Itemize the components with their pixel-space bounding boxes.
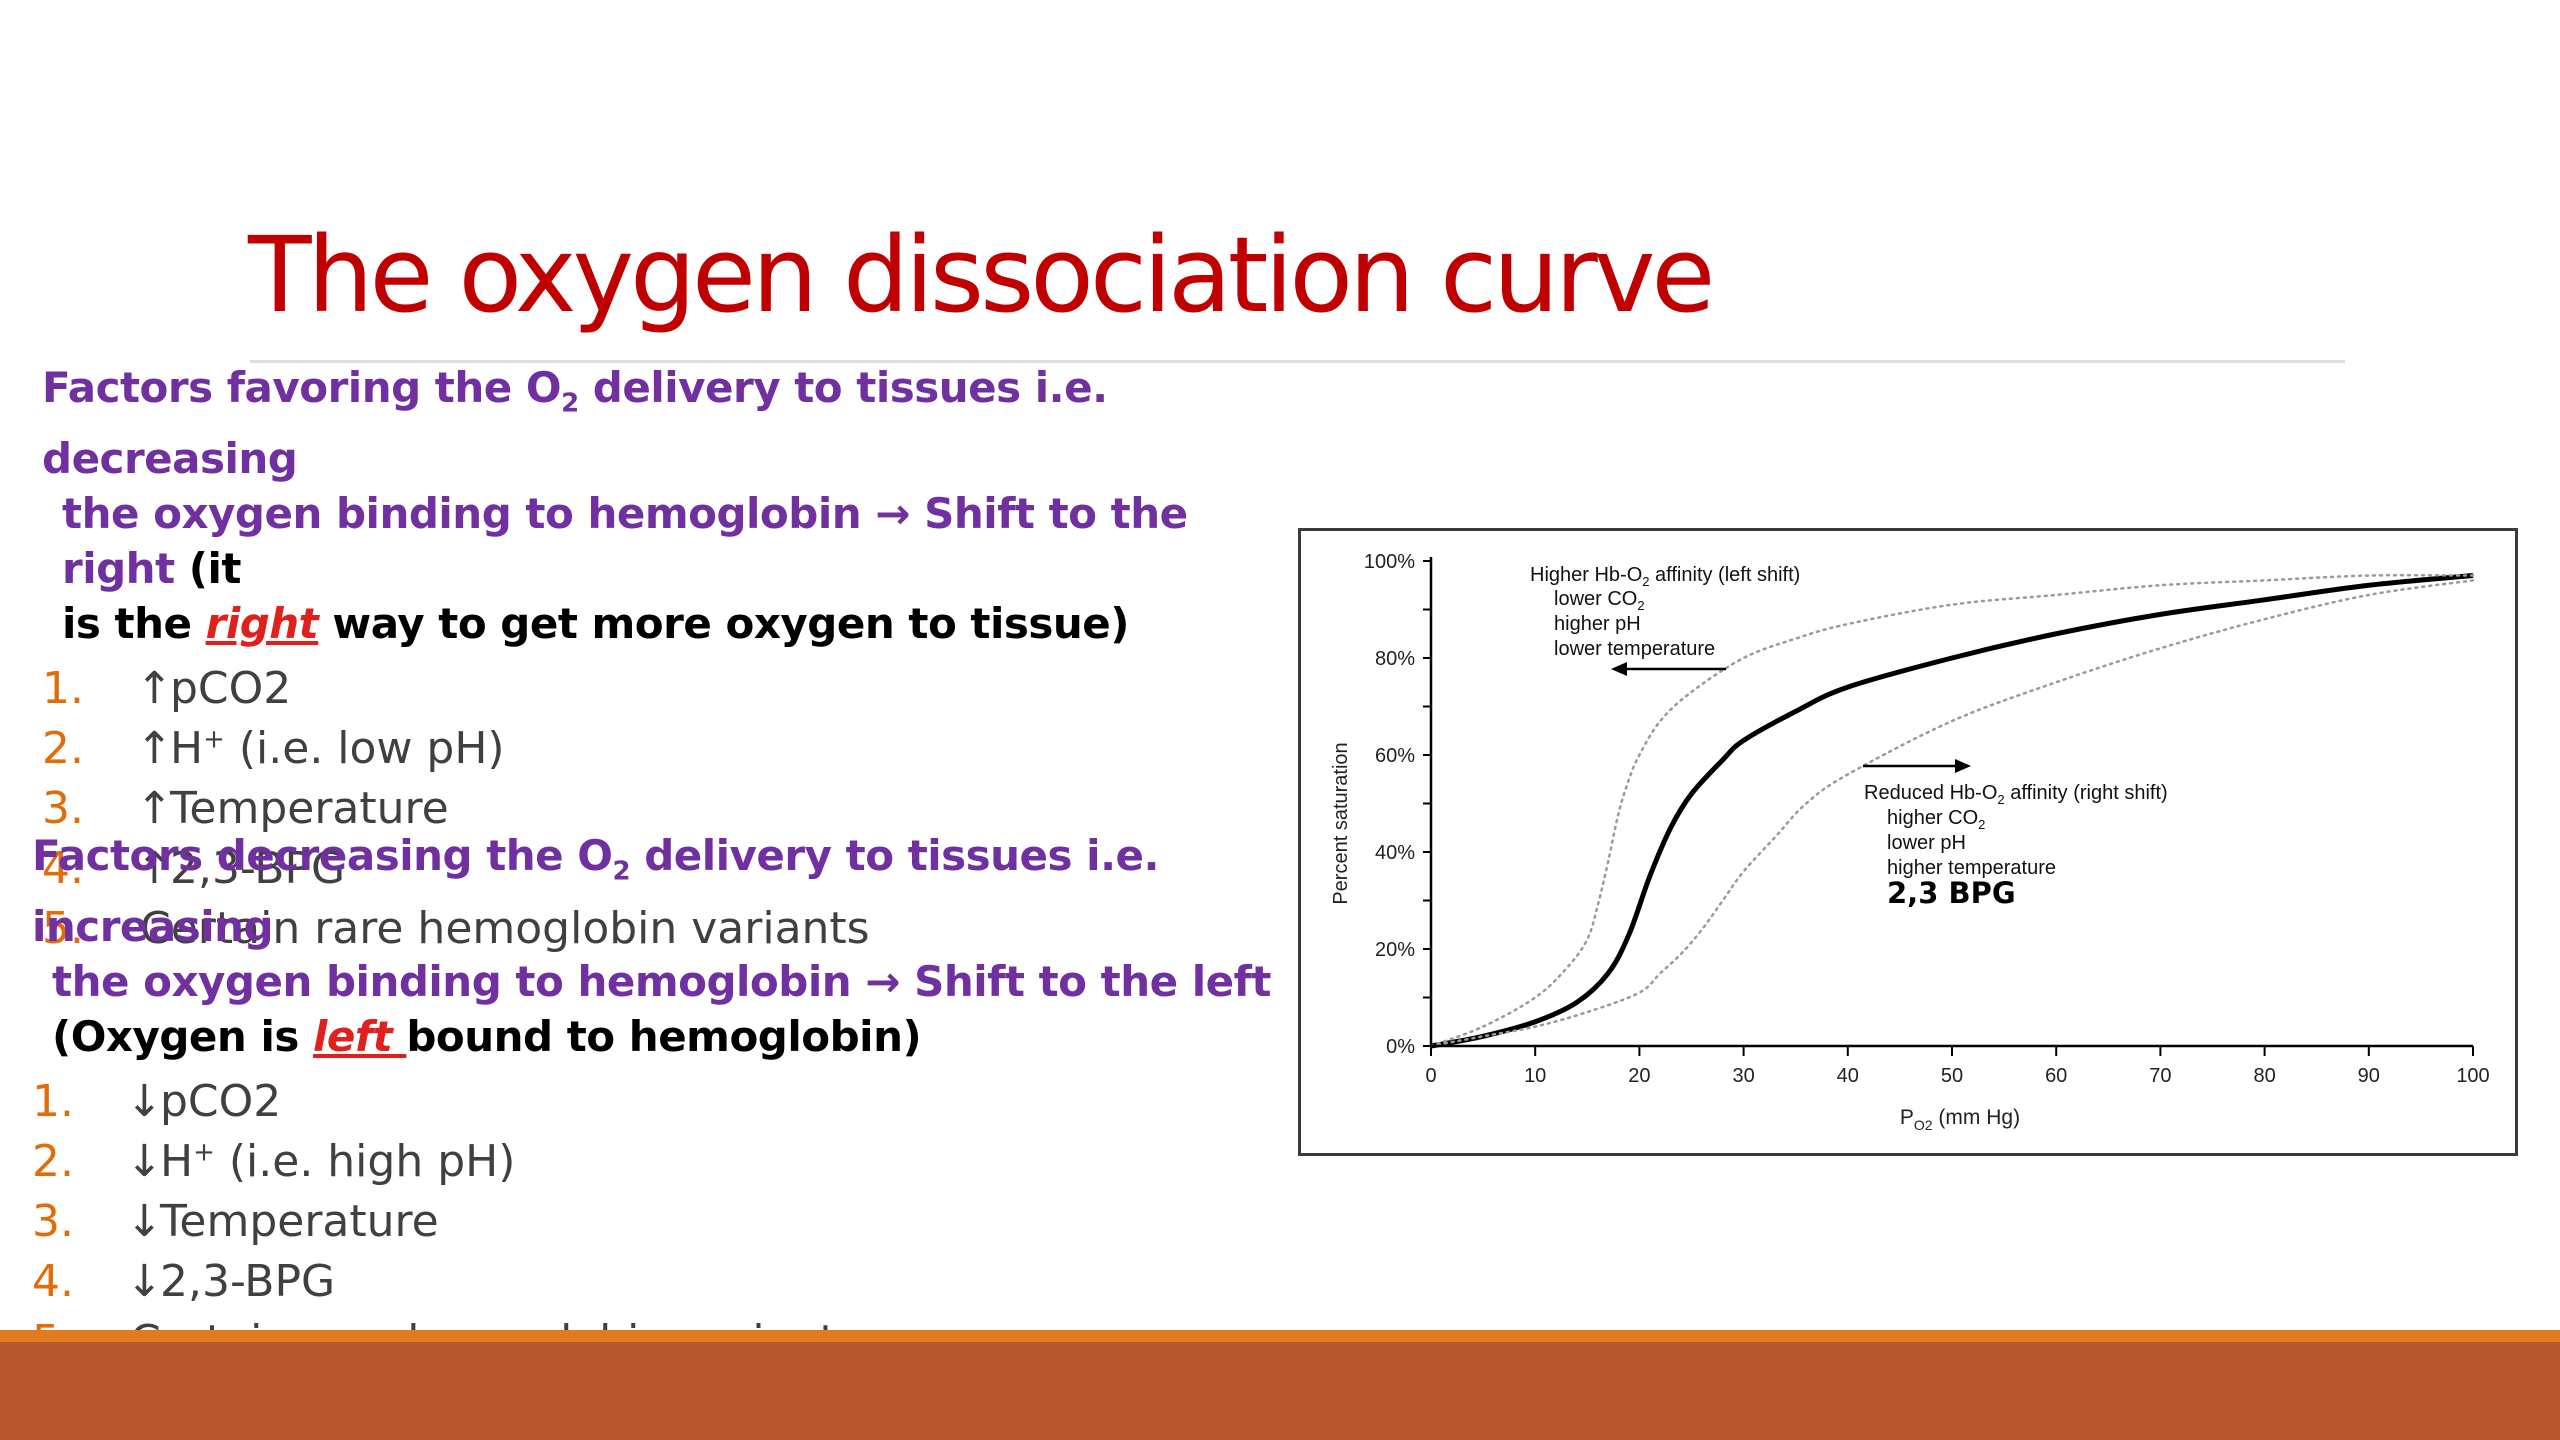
left-shift-item: higher pH xyxy=(1554,613,1641,635)
x-tick-label: 50 xyxy=(1941,1065,1963,1087)
series-right-shift-curve xyxy=(1429,579,2475,1048)
right-shift-item: higher CO2 xyxy=(1887,807,1985,832)
y-tick-label: 20% xyxy=(1375,939,1415,961)
oxygen-dissociation-chart: 0 10 20 30 40 50 60 70 80 90 100 0% 20% 40% 60% 80% 100%… xyxy=(1298,528,2518,1156)
arrow-up-icon: ↑ xyxy=(136,723,173,775)
title-divider xyxy=(250,360,2345,363)
right-shift-list: 1. ↑ pCO2 2. ↑ H+ (i.e. low pH) 3. ↑ Temperature… xyxy=(42,659,1282,959)
list-item: 2. ↑ H+ (i.e. low pH) xyxy=(42,719,1282,779)
emphasis-right: right xyxy=(205,599,319,649)
y-tick-label: 0% xyxy=(1386,1036,1415,1058)
list-item: 4. ↑ 2,3-BPG xyxy=(42,839,1282,899)
emphasis-left: left xyxy=(312,1012,407,1062)
y-axis-label: Percent saturation xyxy=(1330,742,1352,904)
left-shift-heading: Factors decreasing the O2 delivery to ti… xyxy=(32,828,1282,1064)
list-number: 3. xyxy=(32,1196,74,1248)
arrow-up-icon: ↑ xyxy=(136,663,173,715)
list-number: 3. xyxy=(42,783,84,835)
arrow-down-icon: ↓ xyxy=(126,1136,163,1188)
list-item: 1. ↓ pCO2 xyxy=(32,1072,1282,1132)
footer-bar xyxy=(0,1342,2560,1440)
x-tick-label: 90 xyxy=(2358,1065,2380,1087)
arrow-right-icon: → xyxy=(865,957,900,1007)
list-number: 1. xyxy=(32,1076,74,1128)
left-shift-section: Factors decreasing the O2 delivery to ti… xyxy=(32,828,1282,1372)
y-tick-label: 80% xyxy=(1375,648,1415,670)
left-shift-title: Higher Hb-O2 affinity (left shift) xyxy=(1530,564,1800,589)
list-number: 1. xyxy=(42,663,84,715)
arrow-right-icon: → xyxy=(875,489,910,539)
heading-line3: is the right way to get more oxygen to t… xyxy=(62,599,1129,649)
x-tick-label: 80 xyxy=(2253,1065,2275,1087)
series-layer xyxy=(1429,573,2475,1049)
right-shift-heading: Factors favoring the O2 delivery to tiss… xyxy=(42,360,1282,651)
arrow-left-head xyxy=(1611,662,1627,676)
x-tick-label: 100 xyxy=(2456,1065,2489,1087)
list-item: 1. ↑ pCO2 xyxy=(42,659,1282,719)
list-item: 4. ↓ 2,3-BPG xyxy=(32,1252,1282,1312)
left-shift-list: 1. ↓ pCO2 2. ↓ H+ (i.e. high pH) 3. ↓ Temperatur… xyxy=(32,1072,1282,1372)
list-item: 3. ↓ Temperature xyxy=(32,1192,1282,1252)
x-tick-label: 20 xyxy=(1628,1065,1650,1087)
list-number: 5. xyxy=(42,903,84,955)
heading-line1: Factors decreasing the O2 delivery to ti… xyxy=(32,831,1159,952)
list-item: 3. ↑ Temperature xyxy=(42,779,1282,839)
list-text: H+ (i.e. high pH) xyxy=(160,1136,516,1188)
list-text: pCO2 xyxy=(160,1076,282,1128)
list-number: 2. xyxy=(42,723,84,775)
left-shift-item: lower temperature xyxy=(1554,638,1715,660)
y-tick-label: 100% xyxy=(1364,551,1415,573)
series-normal-curve xyxy=(1430,573,2474,1049)
heading-line2: the oxygen binding to hemoglobin → Shift… xyxy=(52,957,1271,1007)
arrow-down-icon: ↓ xyxy=(126,1076,163,1128)
list-text: Temperature xyxy=(160,1196,439,1248)
heading-line2: the oxygen binding to hemoglobin → Shift… xyxy=(62,489,1188,594)
x-tick-label: 30 xyxy=(1732,1065,1754,1087)
list-text: Temperature xyxy=(170,783,449,835)
list-number: 4. xyxy=(32,1256,74,1308)
annotation-layer: Higher Hb-O2 affinity (left shift)lower … xyxy=(1530,564,2168,910)
right-shift-title: Reduced Hb-O2 affinity (right shift) xyxy=(1864,782,2168,807)
y-tick-label: 60% xyxy=(1375,745,1415,767)
x-tick-label: 0 xyxy=(1425,1065,1436,1087)
arrow-up-icon: ↑ xyxy=(136,783,173,835)
axes-layer: 0 10 20 30 40 50 60 70 80 90 100 0% 20% 40% 60% 80% 100%… xyxy=(1330,551,2490,1133)
chart-svg: 0 10 20 30 40 50 60 70 80 90 100 0% 20% 40% 60% 80% 100%… xyxy=(1330,551,2490,1133)
y-tick-label: 40% xyxy=(1375,842,1415,864)
arrow-down-icon: ↓ xyxy=(126,1256,163,1308)
footer-accent-line xyxy=(0,1330,2560,1342)
x-tick-label: 60 xyxy=(2045,1065,2067,1087)
arrow-up-icon: ↑ xyxy=(136,843,173,895)
x-tick-label: 40 xyxy=(1837,1065,1859,1087)
list-text: Certain rare hemoglobin variants xyxy=(140,903,870,955)
bpg-label: 2,3 BPG xyxy=(1887,876,2016,910)
slide-title: The oxygen dissociation curve xyxy=(248,214,1715,336)
heading-line3: (Oxygen is left bound to hemoglobin) xyxy=(52,1012,922,1062)
right-shift-item: lower pH xyxy=(1887,832,1966,854)
arrow-down-icon: ↓ xyxy=(126,1196,163,1248)
x-axis-label: PO2 (mm Hg) xyxy=(1900,1106,2020,1133)
heading-line1: Factors favoring the O2 delivery to tiss… xyxy=(42,363,1108,484)
list-text: 2,3-BPG xyxy=(160,1256,336,1308)
right-shift-item: higher temperature xyxy=(1887,857,2056,879)
list-number: 4. xyxy=(42,843,84,895)
x-tick-label: 10 xyxy=(1524,1065,1546,1087)
list-number: 2. xyxy=(32,1136,74,1188)
right-shift-section: Factors favoring the O2 delivery to tiss… xyxy=(42,360,1282,959)
list-item: 2. ↓ H+ (i.e. high pH) xyxy=(32,1132,1282,1192)
series-left-shift-curve xyxy=(1429,573,2475,1048)
list-text: 2,3-BPG xyxy=(170,843,346,895)
x-tick-label: 70 xyxy=(2149,1065,2171,1087)
arrow-right-head xyxy=(1955,759,1971,773)
list-item: 5. Certain rare hemoglobin variants xyxy=(42,899,1282,959)
left-shift-item: lower CO2 xyxy=(1554,588,1645,613)
list-text: H+ (i.e. low pH) xyxy=(170,723,505,775)
list-text: pCO2 xyxy=(170,663,292,715)
